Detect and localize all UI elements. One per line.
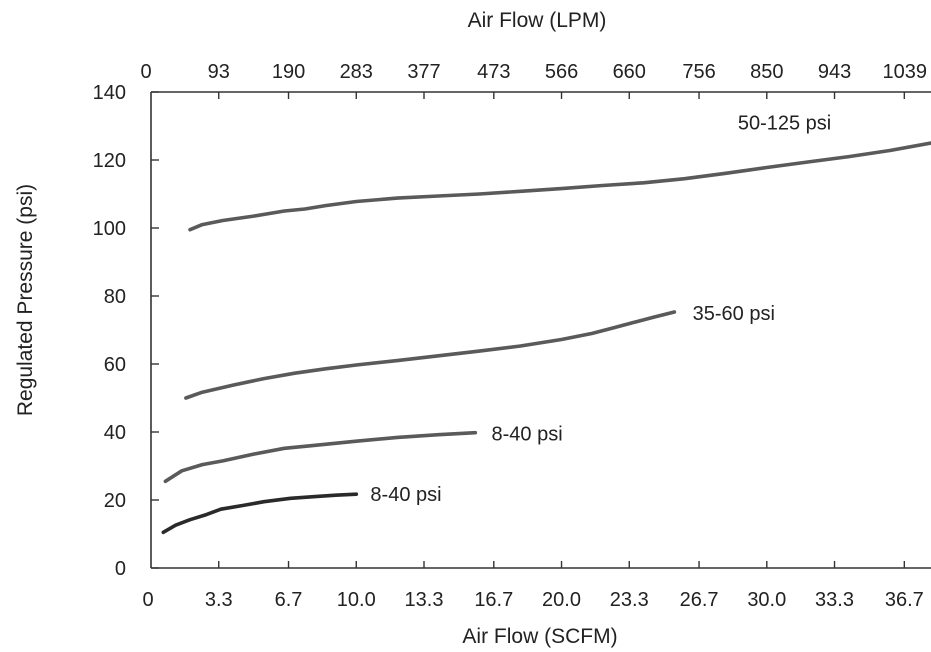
x-tick-label: 16.7 (474, 589, 513, 611)
x2-tick-label: 283 (340, 61, 373, 83)
x-axis-title: Air Flow (SCFM) (462, 625, 617, 648)
series-label: 35-60 psi (693, 303, 775, 325)
x-tick-label: 26.7 (680, 589, 719, 611)
x2-tick-label: 756 (682, 61, 715, 83)
y-tick-label: 140 (93, 82, 126, 104)
x2-tick-label: 190 (272, 61, 305, 83)
series-labels: 50-125 psi 35-60 psi 8-40 psi 8-40 psi (370, 112, 831, 506)
x-tick-label: 3.3 (205, 589, 233, 611)
x-tick-label: 30.0 (747, 589, 786, 611)
x-tick-label: 33.3 (815, 589, 854, 611)
x2-tick-label: 93 (208, 61, 230, 83)
y-tick-label: 80 (104, 286, 126, 308)
x-tick-label: 36.7 (885, 589, 924, 611)
axes (150, 91, 931, 569)
x-tick-label: 20.0 (542, 589, 581, 611)
x2-tick-label: 566 (545, 61, 578, 83)
x2-tick-label: 0 (140, 61, 151, 83)
y-tick-label: 0 (115, 558, 126, 580)
x2-axis-title: Air Flow (LPM) (468, 9, 607, 32)
series-line (161, 492, 359, 535)
series-label: 50-125 psi (738, 112, 831, 134)
x2-tick-label: 660 (613, 61, 646, 83)
y-tick-label: 60 (104, 354, 126, 376)
y-tick-label: 120 (93, 150, 126, 172)
series-lines (161, 141, 931, 535)
x2-tick-label: 850 (750, 61, 783, 83)
y-tick-label: 100 (93, 218, 126, 240)
tick-marks: 0 20 40 60 80 100 120 140 0 3.3 6.7 10.0 13.3 16.7 20.… (93, 61, 927, 611)
x2-tick-label: 1039 (883, 61, 928, 83)
series-line (188, 141, 931, 232)
x2-tick-label: 377 (407, 61, 440, 83)
x-tick-label: 23.3 (610, 589, 649, 611)
x-tick-label: 13.3 (405, 589, 444, 611)
y-tick-label: 40 (104, 422, 126, 444)
series-line (184, 310, 677, 400)
series-label: 8-40 psi (492, 423, 563, 445)
x2-tick-label: 943 (818, 61, 851, 83)
x-tick-label: 6.7 (275, 589, 303, 611)
series-line (163, 430, 478, 484)
x-tick-label: 10.0 (337, 589, 376, 611)
x-tick-label: 0 (142, 589, 153, 611)
x2-tick-label: 473 (477, 61, 510, 83)
series-label: 8-40 psi (370, 484, 441, 506)
y-tick-label: 20 (104, 490, 126, 512)
y-axis-title: Regulated Pressure (psi) (14, 184, 37, 416)
